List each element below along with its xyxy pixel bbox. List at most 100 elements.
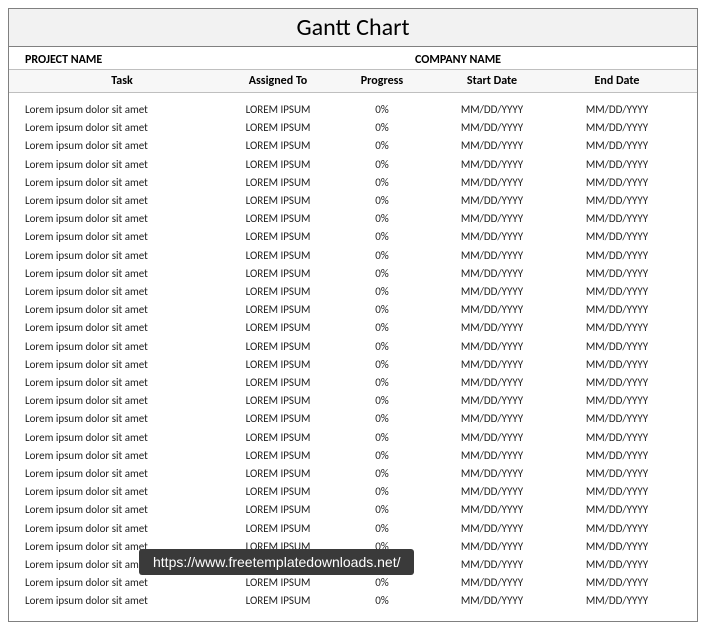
table-row: Lorem ipsum dolor sit ametLOREM IPSUM0%M… [25, 392, 681, 410]
cell-task: Lorem ipsum dolor sit amet [25, 483, 219, 501]
cell-end: MM/DD/YYYY [557, 319, 677, 337]
cell-start: MM/DD/YYYY [427, 429, 557, 447]
cell-end: MM/DD/YYYY [557, 465, 677, 483]
cell-assigned: LOREM IPSUM [219, 465, 337, 483]
cell-start: MM/DD/YYYY [427, 156, 557, 174]
cell-end: MM/DD/YYYY [557, 338, 677, 356]
cell-end: MM/DD/YYYY [557, 447, 677, 465]
table-row: Lorem ipsum dolor sit ametLOREM IPSUM0%M… [25, 137, 681, 155]
cell-assigned: LOREM IPSUM [219, 447, 337, 465]
cell-end: MM/DD/YYYY [557, 137, 677, 155]
cell-end: MM/DD/YYYY [557, 192, 677, 210]
cell-end: MM/DD/YYYY [557, 592, 677, 610]
cell-task: Lorem ipsum dolor sit amet [25, 429, 219, 447]
cell-start: MM/DD/YYYY [427, 538, 557, 556]
cell-assigned: LOREM IPSUM [219, 156, 337, 174]
cell-end: MM/DD/YYYY [557, 210, 677, 228]
cell-assigned: LOREM IPSUM [219, 301, 337, 319]
table-row: Lorem ipsum dolor sit ametLOREM IPSUM0%M… [25, 338, 681, 356]
cell-start: MM/DD/YYYY [427, 265, 557, 283]
cell-task: Lorem ipsum dolor sit amet [25, 410, 219, 428]
cell-end: MM/DD/YYYY [557, 265, 677, 283]
table-row: Lorem ipsum dolor sit ametLOREM IPSUM0%M… [25, 447, 681, 465]
table-row: Lorem ipsum dolor sit ametLOREM IPSUM0%M… [25, 247, 681, 265]
cell-start: MM/DD/YYYY [427, 592, 557, 610]
cell-progress: 0% [337, 301, 427, 319]
cell-start: MM/DD/YYYY [427, 465, 557, 483]
col-header-start: Start Date [427, 74, 557, 88]
cell-progress: 0% [337, 265, 427, 283]
column-header-row: Task Assigned To Progress Start Date End… [9, 69, 697, 93]
cell-assigned: LOREM IPSUM [219, 592, 337, 610]
cell-task: Lorem ipsum dolor sit amet [25, 465, 219, 483]
cell-progress: 0% [337, 429, 427, 447]
cell-assigned: LOREM IPSUM [219, 374, 337, 392]
table-row: Lorem ipsum dolor sit ametLOREM IPSUM0%M… [25, 574, 681, 592]
cell-assigned: LOREM IPSUM [219, 265, 337, 283]
cell-start: MM/DD/YYYY [427, 301, 557, 319]
table-row: Lorem ipsum dolor sit ametLOREM IPSUM0% M… [25, 410, 681, 428]
cell-start: MM/DD/YYYY [427, 501, 557, 519]
cell-start: MM/DD/YYYY [427, 119, 557, 137]
table-row: Lorem ipsum dolor sit ametLOREM IPSUM0% M… [25, 319, 681, 337]
cell-task: Lorem ipsum dolor sit amet [25, 137, 219, 155]
cell-progress: 0% [337, 410, 427, 428]
cell-start: MM/DD/YYYY [427, 520, 557, 538]
cell-task: Lorem ipsum dolor sit amet [25, 574, 219, 592]
cell-task: Lorem ipsum dolor sit amet [25, 156, 219, 174]
cell-task: Lorem ipsum dolor sit amet [25, 192, 219, 210]
cell-task: Lorem ipsum dolor sit amet [25, 520, 219, 538]
cell-end: MM/DD/YYYY [557, 228, 677, 246]
cell-start: MM/DD/YYYY [427, 374, 557, 392]
cell-assigned: LOREM IPSUM [219, 137, 337, 155]
cell-progress: 0% [337, 592, 427, 610]
cell-assigned: LOREM IPSUM [219, 574, 337, 592]
col-header-assigned: Assigned To [219, 74, 337, 88]
cell-assigned: LOREM IPSUM [219, 247, 337, 265]
cell-task: Lorem ipsum dolor sit amet [25, 374, 219, 392]
cell-progress: 0% [337, 319, 427, 337]
cell-assigned: LOREM IPSUM [219, 210, 337, 228]
cell-end: MM/DD/YYYY [557, 374, 677, 392]
cell-task: Lorem ipsum dolor sit amet [25, 228, 219, 246]
cell-assigned: LOREM IPSUM [219, 356, 337, 374]
cell-progress: 0% [337, 228, 427, 246]
company-name-label: COMPANY NAME [235, 53, 681, 67]
col-header-progress: Progress [337, 74, 427, 88]
cell-start: MM/DD/YYYY [427, 574, 557, 592]
cell-assigned: LOREM IPSUM [219, 483, 337, 501]
table-row: Lorem ipsum dolor sit ametLOREM IPSUM0%M… [25, 301, 681, 319]
cell-end: MM/DD/YYYY [557, 501, 677, 519]
cell-end: MM/DD/YYYY [557, 392, 677, 410]
cell-end: MM/DD/YYYY [557, 410, 677, 428]
table-row: Lorem ipsum dolor sit ametLOREM IPSUM0%M… [25, 501, 681, 519]
cell-task: Lorem ipsum dolor sit amet [25, 174, 219, 192]
cell-assigned: LOREM IPSUM [219, 319, 337, 337]
cell-progress: 0% [337, 247, 427, 265]
cell-progress: 0% [337, 338, 427, 356]
table-row: Lorem ipsum dolor sit ametLOREM IPSUM0%M… [25, 429, 681, 447]
cell-assigned: LOREM IPSUM [219, 283, 337, 301]
cell-start: MM/DD/YYYY [427, 210, 557, 228]
cell-assigned: LOREM IPSUM [219, 520, 337, 538]
cell-task: Lorem ipsum dolor sit amet [25, 356, 219, 374]
cell-assigned: LOREM IPSUM [219, 410, 337, 428]
cell-end: MM/DD/YYYY [557, 283, 677, 301]
cell-assigned: LOREM IPSUM [219, 101, 337, 119]
cell-progress: 0% [337, 174, 427, 192]
cell-task: Lorem ipsum dolor sit amet [25, 319, 219, 337]
cell-progress: 0% [337, 501, 427, 519]
cell-start: MM/DD/YYYY [427, 392, 557, 410]
gantt-template-frame: Gantt Chart PROJECT NAME COMPANY NAME Ta… [8, 8, 698, 622]
table-row: Lorem ipsum dolor sit ametLOREM IPSUM0%M… [25, 119, 681, 137]
table-row: Lorem ipsum dolor sit ametLOREM IPSUM0%M… [25, 228, 681, 246]
cell-progress: 0% [337, 520, 427, 538]
cell-assigned: LOREM IPSUM [219, 192, 337, 210]
cell-progress: 0% [337, 101, 427, 119]
cell-progress: 0% [337, 447, 427, 465]
cell-task: Lorem ipsum dolor sit amet [25, 265, 219, 283]
cell-progress: 0% [337, 392, 427, 410]
table-row: Lorem ipsum dolor sit ametLOREM IPSUM0%M… [25, 592, 681, 610]
cell-progress: 0% [337, 156, 427, 174]
table-row: Lorem ipsum dolor sit ametLOREM IPSUM0%M… [25, 101, 681, 119]
